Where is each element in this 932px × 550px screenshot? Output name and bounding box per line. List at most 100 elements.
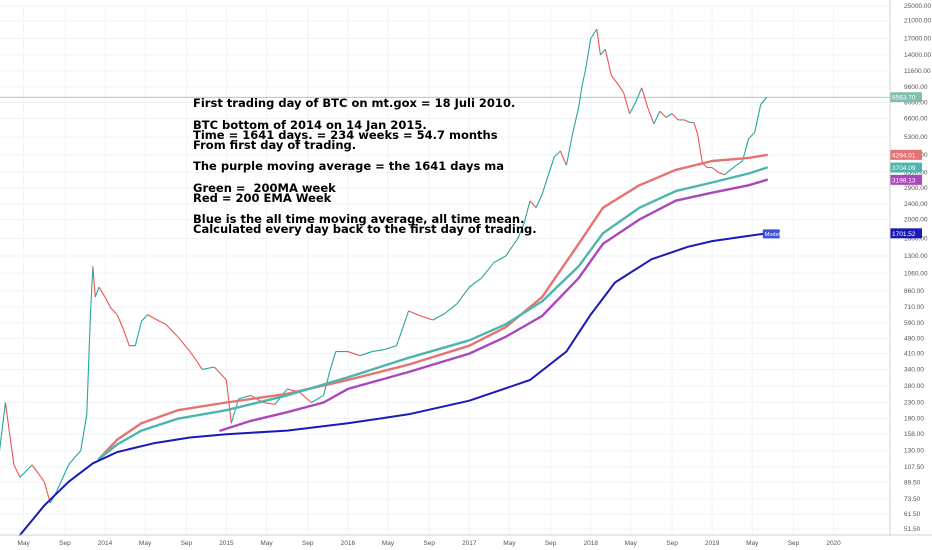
price-segment (748, 132, 756, 140)
price-segment (480, 262, 495, 279)
price-segment (165, 323, 179, 338)
price-segment (74, 450, 82, 458)
y-tick-label: 590.00 (904, 320, 924, 327)
x-tick-label: May (139, 540, 152, 547)
price-segment (401, 310, 410, 329)
price-segment (86, 314, 91, 415)
price-segment (298, 391, 312, 403)
price-segment (565, 133, 574, 166)
y-tick-label: 410.00 (904, 351, 924, 358)
price-segment (122, 328, 130, 346)
price-segment (110, 307, 118, 316)
price-segment (444, 303, 458, 314)
price-segment (347, 351, 361, 357)
price-segment (189, 351, 197, 361)
price-label-box (890, 174, 922, 185)
price-segment (384, 345, 397, 351)
y-tick-label: 89.50 (904, 479, 921, 486)
y-tick-label: 61.50 (904, 511, 921, 518)
price-segment (610, 75, 618, 84)
price-segment (730, 164, 737, 171)
price-segment (311, 394, 324, 403)
price-segment (604, 49, 612, 76)
x-tick-label: Sep (181, 540, 193, 547)
y-tick-label: 2400.00 (904, 201, 928, 208)
price-segment (697, 133, 703, 164)
price-segment (262, 401, 276, 405)
price-segment (581, 67, 587, 86)
price-segment (395, 328, 404, 346)
ma-line-1 (97, 153, 768, 461)
price-segment (456, 286, 470, 304)
price-segment (736, 160, 743, 166)
y-tick-label: 9600.00 (904, 84, 928, 91)
y-tick-label: 11600.00 (904, 68, 931, 75)
x-tick-label: May (625, 540, 638, 547)
price-segment (195, 359, 203, 370)
price-label-text: 3704.09 (892, 165, 916, 172)
x-tick-label: 2017 (462, 540, 477, 547)
ma-line-3 (219, 178, 768, 432)
price-label-text: 1701.52 (892, 231, 916, 238)
y-tick-label: 25000.00 (904, 3, 931, 10)
price-segment (230, 398, 240, 424)
y-tick-label: 2000.00 (904, 217, 928, 224)
price-segment (31, 464, 45, 483)
price-segment (432, 312, 446, 321)
price-segment (134, 321, 142, 346)
price-label-text: 8563.70 (892, 95, 916, 102)
y-tick-label: 860.00 (904, 288, 924, 295)
y-tick-label: 280.00 (904, 383, 924, 390)
price-segment (535, 193, 543, 208)
price-segment (622, 92, 631, 114)
moving-average-series (19, 153, 768, 536)
badge-text: Model (765, 232, 780, 238)
x-tick-label: Sep (545, 540, 557, 547)
price-segment (141, 314, 148, 322)
annotation-line-3: Time = 1641 days. = 234 weeks = 54.7 mon… (193, 128, 498, 142)
y-axis[interactable]: 25000.00 21000.00 17000.00 14000.00 11600.00… (904, 3, 931, 533)
price-segment (600, 48, 606, 56)
annotation-line-9: Calculated every day back to the first d… (193, 222, 537, 236)
price-segment (0, 402, 6, 452)
x-tick-label: May (18, 540, 31, 547)
price-segment (647, 107, 655, 125)
y-tick-label: 51.50 (904, 526, 921, 533)
plot-background (0, 0, 890, 535)
price-labels: 8563.70 4294.01 3704.09 3198.13 1701.52 (890, 92, 922, 239)
ma-line-4 (19, 232, 768, 536)
x-tick-label: Sep (423, 540, 435, 547)
y-tick-label: 130.00 (904, 448, 924, 455)
y-tick-label: 190.00 (904, 416, 924, 423)
price-segment (19, 464, 33, 478)
price-series (0, 28, 768, 504)
x-tick-label: Sep (59, 540, 71, 547)
price-label-box (890, 92, 922, 103)
x-tick-label: May (503, 540, 516, 547)
price-segment (529, 200, 537, 209)
annotation-line-4: From first day of trading. (193, 138, 357, 152)
y-tick-label: 6600.00 (904, 116, 928, 123)
price-segment (616, 83, 624, 93)
ma-line-2 (97, 166, 768, 461)
annotation-line-2: BTC bottom of 2014 on 14 Jan 2015. (193, 118, 427, 132)
price-segment (4, 402, 11, 439)
y-tick-label: 490.00 (904, 336, 924, 343)
annotation-line-5: The purple moving average = the 1641 day… (193, 159, 505, 173)
y-tick-label: 1300.00 (904, 253, 928, 260)
x-tick-label: Sep (788, 540, 800, 547)
price-segment (693, 122, 699, 135)
price-segment (80, 414, 88, 451)
y-tick-label: 21000.00 (904, 18, 931, 25)
price-segment (493, 255, 506, 264)
price-segment (590, 28, 598, 39)
price-segment (596, 29, 601, 56)
x-axis[interactable]: May Sep 2014 May Sep 2015 May Sep 2016 May Sep 2017… (18, 540, 842, 547)
y-tick-label: 158.00 (904, 431, 924, 438)
y-tick-label: 107.50 (904, 464, 924, 471)
price-segment (517, 223, 525, 239)
model-badge[interactable]: Model (762, 229, 780, 239)
x-tick-label: 2015 (219, 540, 234, 547)
x-tick-label: May (382, 540, 395, 547)
